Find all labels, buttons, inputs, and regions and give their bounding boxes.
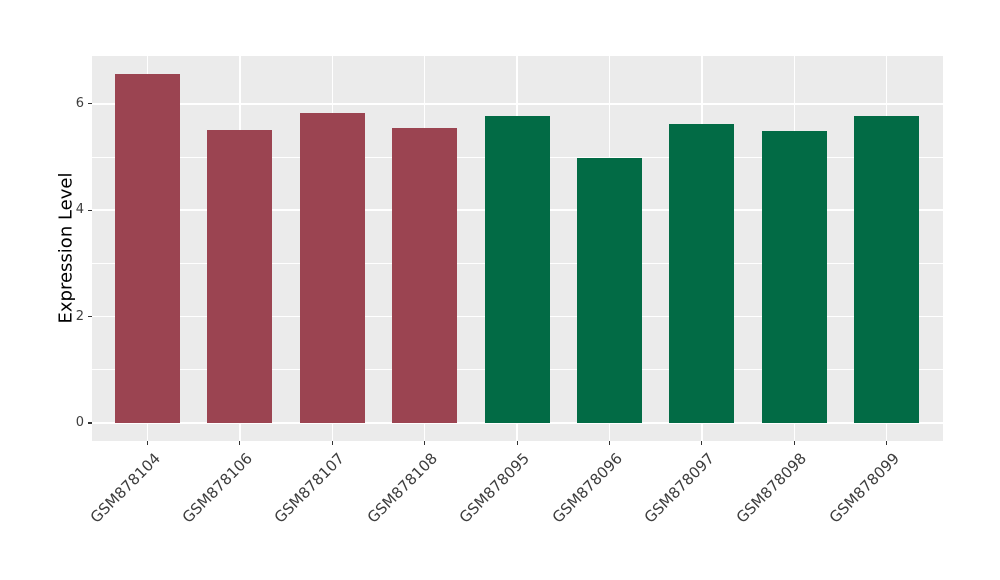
y-tick-0	[88, 422, 92, 424]
y-axis-title: Expression Level	[55, 172, 77, 324]
bar-GSM878104	[115, 74, 180, 423]
y-tick-4	[88, 209, 92, 211]
plot-panel: GSM878104 GSM878106 GSM878107 GSM878108 GSM8…	[76, 56, 943, 527]
bar-GSM878096	[577, 157, 642, 423]
x-tick-GSM878095	[516, 441, 518, 445]
bar-GSM878099	[854, 115, 920, 423]
x-tick-GSM878108	[424, 441, 426, 445]
x-tick-GSM878097	[701, 441, 703, 445]
bar-GSM878097	[669, 124, 735, 423]
x-tick-GSM878099	[886, 441, 888, 445]
x-tick-GSM878107	[331, 441, 333, 445]
y-tick-label-0: 0	[75, 415, 84, 430]
bar-GSM878108	[392, 128, 458, 423]
x-tick-GSM878096	[608, 441, 611, 445]
y-tick-label-2: 2	[75, 308, 84, 324]
y-tick-label-6: 6	[75, 95, 84, 111]
bar-GSM878098	[761, 130, 827, 423]
bar-GSM878106	[207, 130, 273, 423]
x-tick-GSM878104	[146, 441, 149, 445]
x-tick-GSM878106	[239, 441, 241, 445]
x-tick-GSM878098	[793, 441, 795, 445]
y-tick-label-4: 4	[75, 202, 84, 218]
bar-GSM878095	[484, 116, 550, 423]
y-tick-6	[88, 103, 92, 105]
bar-GSM878107	[299, 112, 365, 423]
y-tick-2	[88, 316, 92, 318]
